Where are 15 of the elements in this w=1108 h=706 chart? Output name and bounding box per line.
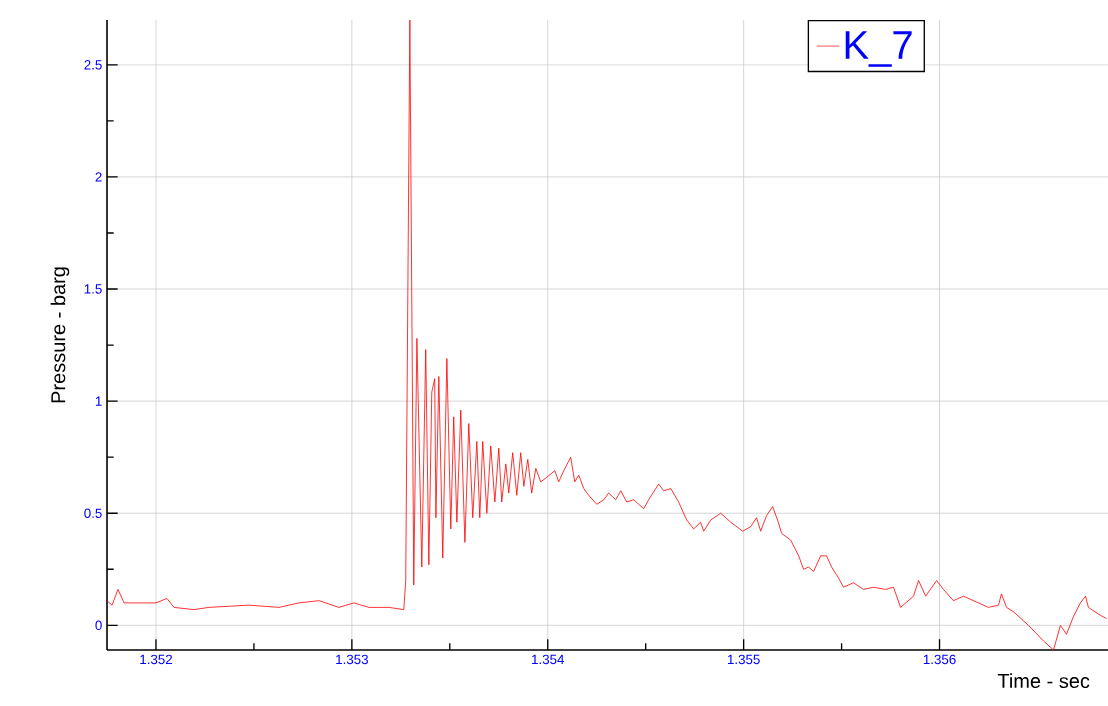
y-axis-title: Pressure - barg xyxy=(50,267,70,403)
y-tick-label: 0 xyxy=(95,620,102,631)
legend-label: K_7 xyxy=(845,31,912,67)
line-series xyxy=(107,19,1107,650)
x-tick-label: 1.355 xyxy=(727,654,760,665)
y-tick-label: 2 xyxy=(95,172,102,182)
x-tick-label: 1.353 xyxy=(336,654,368,665)
x-axis-title: Time - sec xyxy=(997,673,1090,689)
x-tick-label: 1.352 xyxy=(140,654,172,665)
y-tick-label: 1 xyxy=(95,396,102,406)
y-tick-label: 2.5 xyxy=(84,60,102,70)
y-tick-label: 0.5 xyxy=(84,508,102,518)
x-tick-label: 1.356 xyxy=(923,654,956,665)
y-tick-label: 1.5 xyxy=(84,284,102,294)
x-tick-label: 1.354 xyxy=(532,654,565,665)
